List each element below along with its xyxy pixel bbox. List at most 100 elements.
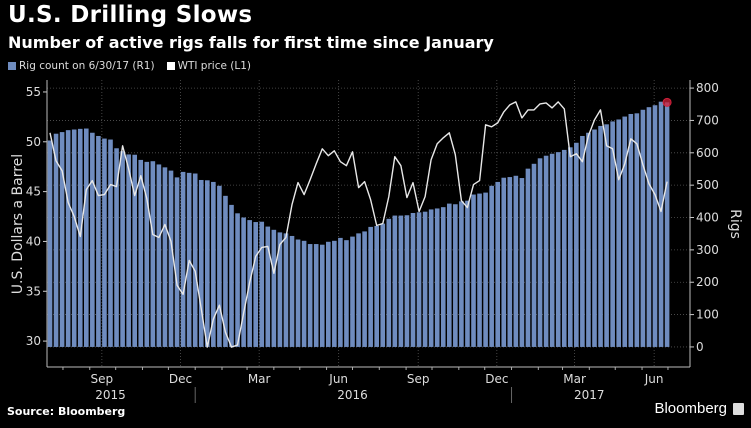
- rig-count-bar: [144, 161, 150, 347]
- x-tick-label: Sep: [407, 372, 430, 386]
- x-tick-label: Sep: [91, 372, 114, 386]
- rig-count-bar: [507, 177, 513, 347]
- rig-count-bar: [634, 113, 640, 347]
- rig-count-bar: [519, 178, 525, 347]
- rig-count-bar: [646, 107, 652, 347]
- rig-count-bar: [277, 232, 283, 347]
- x-tick-label: Mar: [248, 372, 271, 386]
- rig-count-bar: [271, 229, 277, 347]
- wti-price-line: [49, 101, 668, 348]
- rig-count-bar: [495, 181, 500, 347]
- bars: [47, 101, 670, 347]
- rig-count-bar: [132, 154, 137, 347]
- rig-count-bar: [120, 151, 125, 347]
- rig-count-bar: [53, 133, 59, 347]
- rig-count-bar: [477, 193, 482, 347]
- rig-count-bar: [622, 116, 628, 347]
- y-left-tick-label: 35: [26, 284, 41, 298]
- rig-count-bar: [555, 152, 561, 347]
- y-right-tick-label: 400: [696, 211, 719, 225]
- legend-item-rig-count: Rig count on 6/30/17 (R1): [8, 60, 155, 72]
- wti-line-group: [49, 97, 672, 348]
- rig-count-bar: [198, 179, 204, 347]
- rig-count-bar: [96, 135, 101, 347]
- x-year-label: 2017: [574, 388, 605, 402]
- rig-count-bar: [350, 236, 355, 347]
- rig-count-bar: [235, 213, 240, 347]
- rig-count-bar: [253, 222, 258, 347]
- rig-count-bar: [604, 124, 609, 347]
- rig-count-bar: [180, 171, 186, 347]
- rig-count-bar: [489, 185, 494, 347]
- y-right-tick-label: 600: [696, 146, 719, 160]
- rig-count-bar: [295, 239, 301, 347]
- x-tick-label: Dec: [169, 372, 192, 386]
- x-year-label: 2016: [337, 388, 368, 402]
- rig-count-bar: [610, 121, 615, 347]
- rig-count-bar: [459, 201, 464, 347]
- rig-count-bar: [580, 135, 585, 347]
- rig-count-bar: [162, 167, 168, 347]
- y-right-tick-label: 800: [696, 81, 719, 95]
- rig-count-bar: [338, 237, 343, 347]
- rig-count-bar: [447, 203, 452, 347]
- rig-count-bar: [229, 204, 234, 347]
- rig-count-bar: [471, 194, 476, 347]
- x-tick-label: Dec: [485, 372, 508, 386]
- chart-subtitle: Number of active rigs falls for first ti…: [8, 33, 494, 52]
- x-tick-label: Jun: [328, 372, 348, 386]
- legend-label-wti: WTI price (L1): [177, 60, 252, 72]
- rig-count-bar: [561, 149, 567, 347]
- legend-item-wti: WTI price (L1): [166, 60, 252, 72]
- rig-count-bar: [616, 119, 621, 347]
- legend-swatch-rig-count: [8, 62, 16, 70]
- rig-count-bar: [47, 140, 53, 347]
- rig-count-bar: [156, 164, 162, 347]
- rig-count-bar: [362, 231, 367, 347]
- rig-count-bar: [301, 240, 307, 347]
- y-left-tick-label: 30: [26, 334, 41, 348]
- rig-count-bar: [440, 207, 446, 347]
- rig-count-bar: [416, 212, 422, 347]
- chart-title: U.S. Drilling Slows: [8, 2, 253, 28]
- rig-count-bar: [90, 132, 95, 347]
- rig-count-bar: [398, 215, 404, 347]
- rig-count-bar: [640, 109, 646, 347]
- rig-count-bar: [465, 200, 470, 347]
- rig-count-bar: [428, 209, 434, 347]
- rig-count-bar: [652, 105, 658, 347]
- y-right-tick-label: 700: [696, 113, 719, 127]
- rig-count-bar: [628, 113, 634, 347]
- rig-count-bar: [174, 177, 180, 347]
- rig-count-bar: [205, 180, 210, 347]
- rig-count-bar: [368, 226, 373, 347]
- rig-count-bar: [664, 102, 670, 347]
- rig-count-bar: [501, 177, 507, 347]
- rig-count-bar: [259, 221, 265, 347]
- y-left-tick-label: 55: [26, 85, 41, 99]
- rig-count-bar: [265, 226, 271, 347]
- rig-count-bar: [483, 192, 488, 347]
- rig-count-bar: [658, 101, 664, 347]
- rig-count-bar: [392, 215, 398, 347]
- rig-count-bar: [410, 212, 416, 347]
- y-right-tick-label: 500: [696, 178, 719, 192]
- rig-count-bar: [586, 132, 591, 347]
- rig-count-bar: [192, 173, 198, 347]
- x-year-label: 2015: [95, 388, 126, 402]
- rig-count-bar: [380, 223, 386, 347]
- rig-count-bar: [592, 129, 597, 347]
- rig-count-bar: [513, 175, 519, 347]
- axes: 0 100 200 300 400 500 600 700 800 30 35 40 45 50 55 Sep…: [26, 80, 719, 403]
- rig-count-bar: [404, 215, 410, 347]
- rig-count-bar: [150, 161, 156, 347]
- y-left-tick-label: 50: [26, 135, 41, 149]
- rig-count-bar: [319, 244, 325, 347]
- rig-count-bar: [77, 128, 83, 347]
- rig-count-bar: [114, 148, 119, 347]
- rig-count-bar: [422, 211, 428, 347]
- rig-count-bar: [71, 129, 77, 347]
- rig-count-bar: [344, 240, 349, 347]
- rig-count-bar: [549, 153, 555, 347]
- source-note: Source: Bloomberg: [7, 405, 126, 418]
